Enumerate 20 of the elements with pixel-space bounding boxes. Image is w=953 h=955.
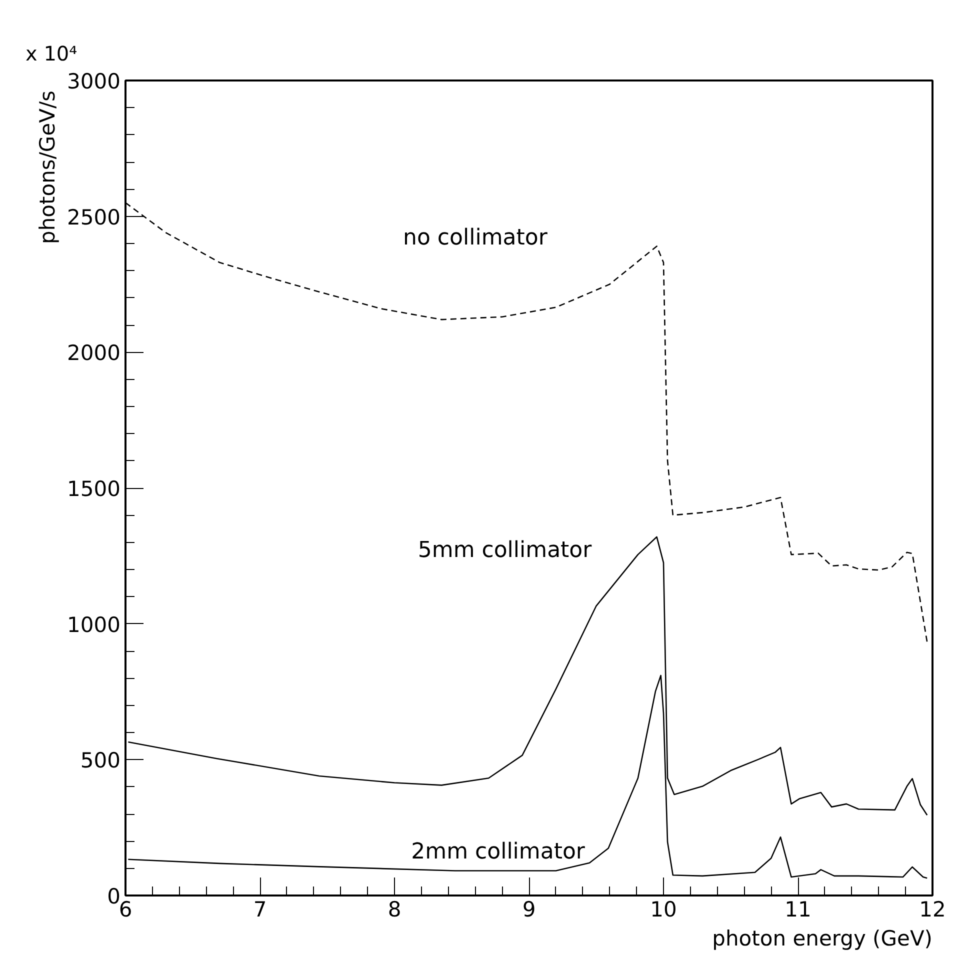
x-tick-label: 11 — [784, 898, 812, 922]
y-tick-label: 1000 — [67, 612, 121, 637]
x-tick-label: 12 — [919, 898, 946, 922]
y-tick-label: 3000 — [67, 70, 121, 94]
y-tick-label: 2000 — [67, 341, 121, 366]
x-tick-label: 9 — [522, 898, 536, 922]
x-tick-label: 6 — [118, 898, 132, 922]
x-tick-label: 8 — [388, 898, 402, 922]
x-tick-label: 10 — [650, 898, 677, 922]
y-axis-title: photons/GeV/s — [36, 90, 60, 244]
y-tick-label: 2500 — [67, 205, 121, 230]
series-label: 2mm collimator — [411, 840, 586, 865]
y-tick-label: 1500 — [67, 477, 121, 501]
x-tick-label: 7 — [253, 898, 267, 922]
y-tick-label: 0 — [107, 884, 121, 908]
series-label: 5mm collimator — [418, 538, 593, 563]
text: no collimator — [403, 226, 548, 251]
text: x 10⁴ — [26, 42, 78, 66]
x-axis-title: photon energy (GeV) — [712, 926, 933, 950]
y-tick-label: 500 — [80, 748, 121, 773]
